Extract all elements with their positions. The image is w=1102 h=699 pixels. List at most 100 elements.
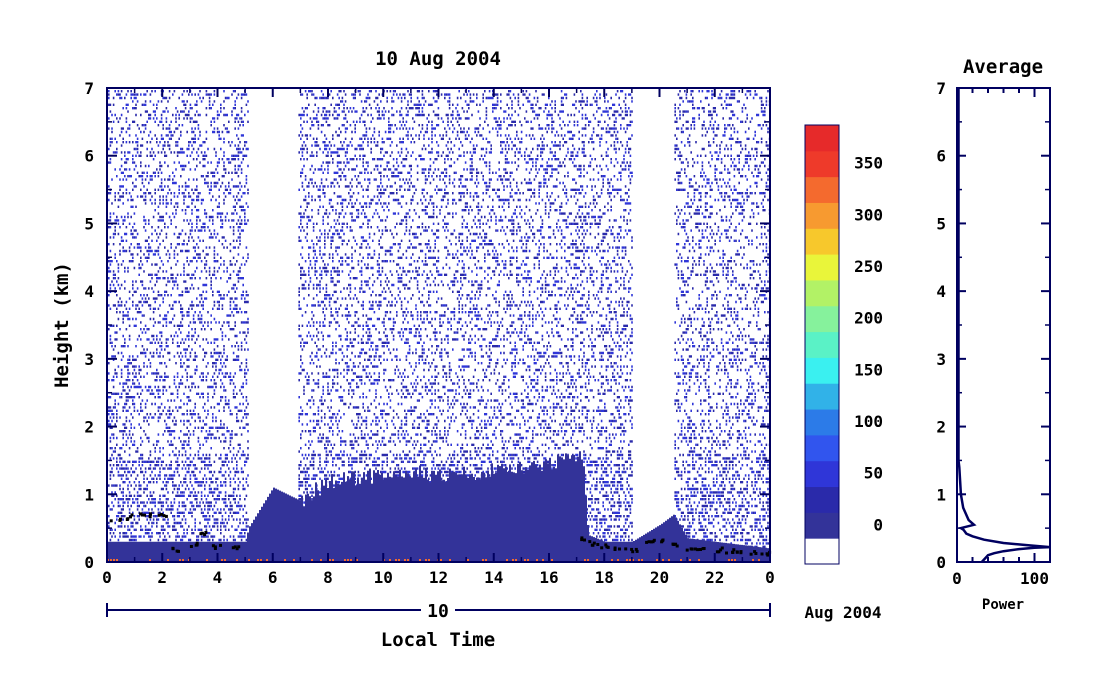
mixing-layer-point [109,519,113,523]
heatmap-echo-region [107,451,771,562]
average-title: Average [963,56,1043,78]
avg-y-tick-label: 3 [936,350,946,369]
y-tick-label: 5 [84,214,94,233]
mixing-layer-point [237,545,241,549]
mixing-layer-point [685,548,689,552]
mixing-layer-point [605,545,609,549]
mixing-layer-point [148,513,152,516]
date-bar-month-label: Aug 2004 [804,603,881,622]
mixing-layer-point [125,518,129,521]
x-tick-label: 6 [268,568,278,587]
mixing-layer-point [219,543,222,547]
colorbar-block [805,434,839,462]
mixing-layer-point [624,547,628,551]
colorbar-label: 100 [854,412,883,431]
colorbar-block [805,409,839,436]
x-tick-label: 18 [595,568,614,587]
mixing-layer-point [583,538,586,542]
x-tick-label: 20 [650,568,669,587]
mixing-layer-point [613,546,617,550]
average-plot-frame [956,87,1051,563]
x-tick-label: 4 [213,568,223,587]
mixing-layer-point [717,550,721,554]
mixing-layer-point [693,547,697,551]
mixing-layer-point [148,515,152,519]
mixing-layer-point [699,548,702,551]
x-tick-label: 12 [429,568,448,587]
y-tick-label: 7 [84,79,94,98]
mixing-layer-point [732,548,736,552]
y-tick-label: 2 [84,418,94,437]
colorbar-block [805,254,839,281]
colorbar-label: 150 [854,360,883,379]
avg-x-tick-label: 100 [1020,569,1049,588]
average-profile-plot: 0 1 2 3 4 5 6 7 0 100 Average Power [936,56,1051,613]
main-title: 10 Aug 2004 [375,48,501,70]
mixing-layer-point [162,514,166,518]
colorbar-block [805,357,839,384]
y-tick-label: 4 [84,282,94,301]
mixing-layer-point [580,536,584,540]
mixing-layer-point [189,545,193,548]
colorbar-block [805,512,839,539]
mixing-layer-point [588,540,592,544]
mixing-layer-point [754,552,758,555]
mixing-layer-point [596,543,600,546]
mixing-layer-point [674,542,678,546]
mixing-layer-point [649,540,653,544]
colorbar-label: 350 [854,154,883,173]
mixing-layer-point [171,546,175,550]
mixing-layer-point [766,553,770,557]
x-tick-label: 10 [374,568,393,587]
avg-y-tick-label: 7 [936,79,946,98]
mixing-layer-point [719,548,723,552]
mixing-layer-point [749,552,753,556]
mixing-layer-point [720,546,724,550]
colorbar-block [805,538,839,565]
mixing-layer-point [660,540,664,544]
mixing-layer-point [130,513,134,517]
avg-y-tick-label: 0 [936,553,946,572]
mixing-layer-point [671,542,675,546]
colorbar-label: 300 [854,205,883,224]
mixing-layer-point [735,550,739,554]
mixing-layer-point [213,547,217,550]
mixing-layer-point [631,550,635,554]
y-tick-label: 0 [84,553,94,572]
mixing-layer-point [725,551,728,555]
x-tick-label: 0 [102,568,112,587]
colorbar-blocks [805,125,839,565]
colorbar-block [805,305,839,333]
mixing-layer-point [580,538,584,542]
colorbar-label: 250 [854,257,883,276]
colorbar-block [805,202,839,229]
x-tick-label: 16 [539,568,558,587]
mixing-layer-point [604,543,608,547]
heatmap-speckle-b [108,90,771,562]
main-y-axis-label: Height (km) [51,262,73,388]
heatmap-cells [107,90,771,562]
main-plot-overlay [109,512,772,557]
mixing-layer-point [645,540,649,544]
date-bar-day-label: 10 [427,601,449,622]
mixing-layer-point [630,547,634,551]
colorbar-block [805,150,839,178]
mixing-layer-point [211,544,215,548]
mixing-layer-point [591,543,595,547]
x-tick-label: 22 [705,568,724,587]
mixing-layer-point [753,550,757,554]
avg-y-tick-label: 4 [936,282,946,301]
y-tick-label: 6 [84,147,94,166]
mixing-layer-point [690,547,694,551]
colorbar-block [805,383,839,410]
colorbar-label: 50 [864,464,883,483]
colorbar-block [805,486,839,513]
mixing-layer-point [592,541,596,545]
colorbar-block [805,125,839,152]
avg-x-tick-label: 0 [952,569,962,588]
mixing-layer-point [634,547,638,551]
mixing-layer-point [760,552,764,556]
